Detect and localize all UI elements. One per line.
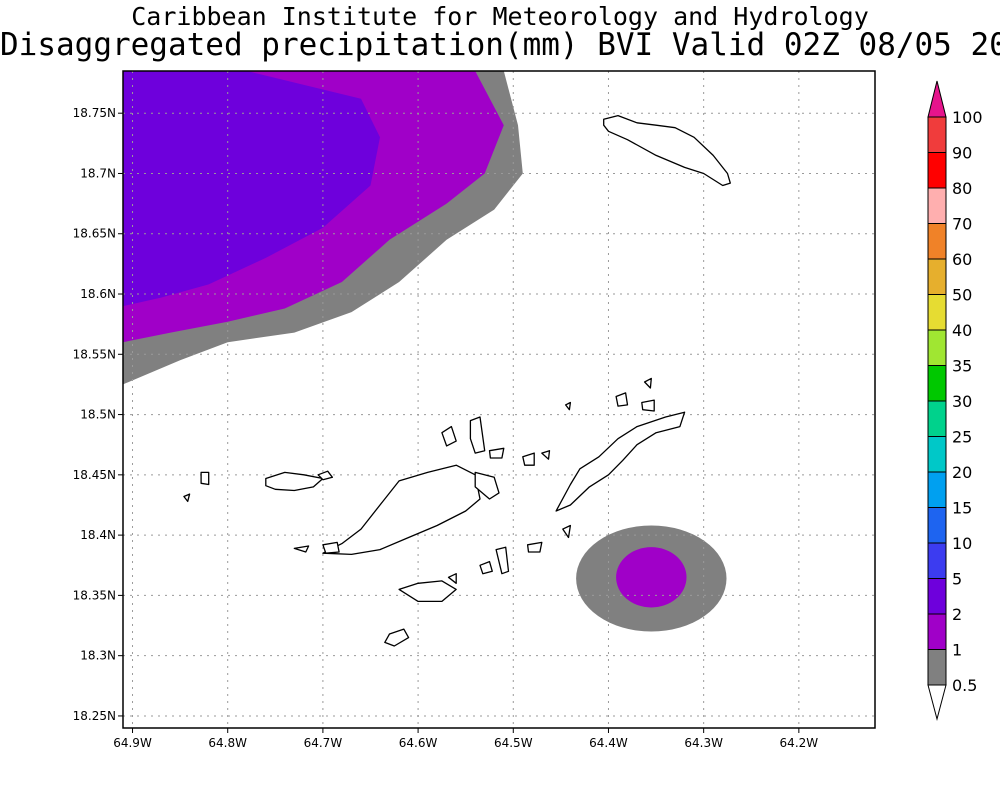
island-mosquito-island (615, 392, 629, 407)
colorbar-swatch-1 (927, 649, 947, 686)
island-scrub-island (488, 447, 505, 459)
island-salt-island (479, 560, 493, 575)
chart-subtitle: Disaggregated precipitation(mm) BVI Vali… (0, 27, 1000, 63)
island-beef-island (474, 471, 500, 500)
island-virgin-gorda (555, 411, 686, 512)
colorbar-swatch-50 (927, 294, 947, 331)
y-tick-label: 18.65N (73, 227, 116, 241)
northwest-rain-area (123, 71, 523, 385)
colorbar-label-15: 15 (952, 499, 972, 518)
colorbar-label-30: 30 (952, 392, 972, 411)
northwest-rain-area-band-5 (123, 71, 380, 307)
colorbar-swatch-80 (927, 187, 947, 224)
x-tick-label: 64.9W (113, 736, 152, 750)
colorbar-label-2: 2 (952, 605, 962, 624)
colorbar-swatch-70 (927, 223, 947, 260)
island-anegada (603, 114, 731, 187)
map-plot-area: 64.9W 64.8W 64.7W 64.6W 64.5W 64.4W 64.3W 64.2W… (73, 70, 876, 750)
colorbar-label-80: 80 (952, 179, 972, 198)
island-great-thatch (293, 545, 310, 553)
southeast-rain-cell-band-2 (616, 547, 687, 608)
x-tick-label: 64.3W (684, 736, 723, 750)
island-prickly-pear (641, 399, 655, 412)
island-cooper-island (495, 546, 510, 575)
x-tick-label: 64.2W (780, 736, 819, 750)
island-necker-island (643, 377, 652, 389)
x-tick-label: 64.5W (494, 736, 533, 750)
island-frenchmans-cay (322, 541, 340, 554)
precipitation-layer (123, 71, 875, 728)
plot-frame (122, 70, 876, 729)
y-tick-label: 18.75N (73, 106, 116, 120)
y-tick-label: 18.3N (80, 649, 116, 663)
colorbar-swatch-2 (927, 613, 947, 650)
y-tick-label: 18.4N (80, 528, 116, 542)
island-marina-cay (522, 452, 535, 466)
colorbar-label-35: 35 (952, 357, 972, 376)
colorbar-swatch-40 (927, 329, 947, 366)
island-little-jost-van-dyke (317, 470, 334, 481)
colorbar-under-triangle (927, 684, 947, 721)
colorbar-swatch-100 (927, 116, 947, 153)
y-tick-label: 18.45N (73, 468, 116, 482)
y-tick-label: 18.7N (80, 166, 116, 180)
colorbar-swatch-10 (927, 542, 947, 579)
colorbar-swatch-5 (927, 578, 947, 615)
colorbar-label-40: 40 (952, 321, 972, 340)
island-small-islet-b (564, 401, 572, 411)
islands (183, 114, 731, 647)
y-tick-label: 18.5N (80, 408, 116, 422)
colorbar-label-25: 25 (952, 428, 972, 447)
colorbar-label-60: 60 (952, 250, 972, 269)
island-jost-van-dyke (265, 471, 324, 492)
colorbar-swatch-60 (927, 258, 947, 295)
y-tick-label: 18.6N (80, 287, 116, 301)
colorbar-label-90: 90 (952, 144, 972, 163)
southeast-rain-cell (576, 525, 727, 632)
y-tick-label: 18.55N (73, 347, 116, 361)
colorbar-swatch-35 (927, 365, 947, 402)
island-fallen-jerusalem (562, 524, 572, 539)
chart-title: Caribbean Institute for Meteorology and … (131, 2, 869, 31)
colorbar-swatch-90 (927, 152, 947, 189)
colorbar-label-0.5: 0.5 (952, 676, 977, 695)
colorbar-label-70: 70 (952, 215, 972, 234)
colorbar-over-triangle (927, 80, 947, 118)
y-tick-label: 18.35N (73, 588, 116, 602)
x-tick-label: 64.6W (399, 736, 438, 750)
colorbar-label-100: 100 (952, 108, 983, 127)
colorbar-label-5: 5 (952, 570, 962, 589)
colorbar-swatch-15 (927, 507, 947, 544)
colorbar-label-50: 50 (952, 286, 972, 305)
colorbar-label-1: 1 (952, 641, 962, 660)
island-guana-island (441, 425, 457, 447)
grid-lines (123, 71, 875, 728)
colorbar-swatch-30 (927, 400, 947, 437)
y-tick-label: 18.25N (73, 709, 116, 723)
x-tick-label: 64.7W (304, 736, 343, 750)
island-dead-chest (447, 573, 457, 584)
island-great-camanoe (469, 416, 486, 454)
island-norman-island (384, 628, 410, 647)
x-tick-label: 64.8W (208, 736, 247, 750)
island-ginger-island (526, 541, 543, 553)
colorbar-label-20: 20 (952, 463, 972, 482)
island-west-cay (183, 493, 191, 503)
colorbar-swatch-20 (927, 471, 947, 508)
island-peter-island (398, 580, 457, 603)
island-sandy-cay (200, 471, 210, 486)
x-tick-label: 64.4W (589, 736, 628, 750)
island-small-islet-a (541, 450, 551, 460)
colorbar-label-10: 10 (952, 534, 972, 553)
colorbar-swatch-25 (927, 436, 947, 473)
